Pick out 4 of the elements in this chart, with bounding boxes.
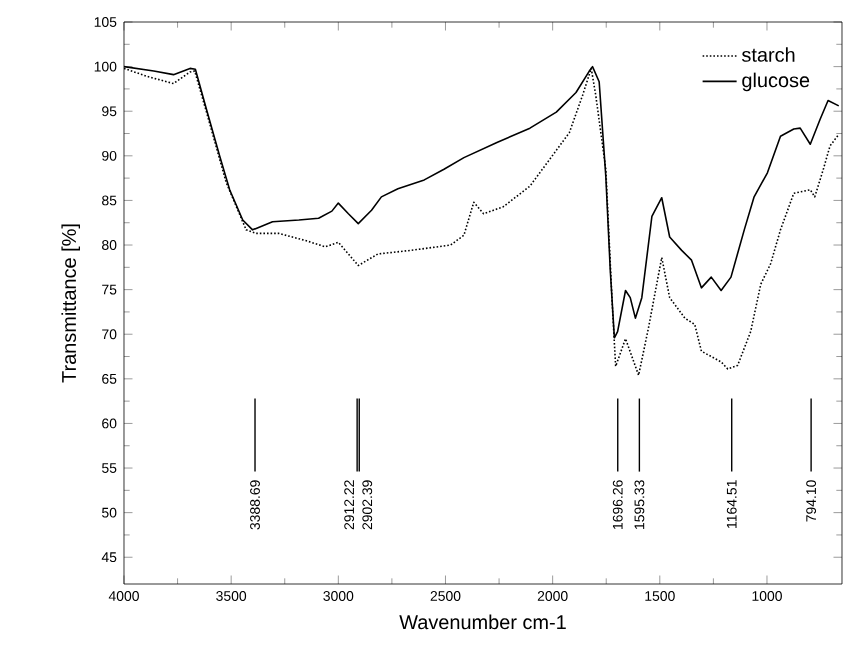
y-axis-title: Transmittance [%] [61, 224, 80, 383]
legend-label: starch [741, 47, 795, 62]
legend-label: glucose [742, 72, 810, 92]
x-axis-title: Wavenumber cm-1 [399, 614, 566, 630]
